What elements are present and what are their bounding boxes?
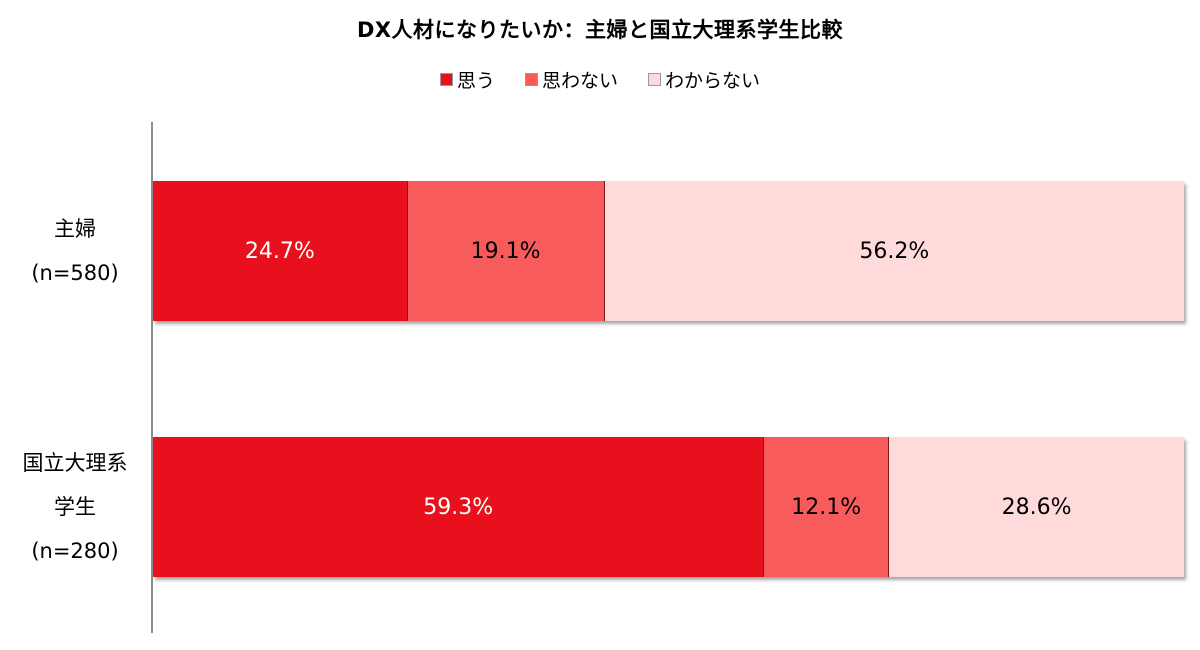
chart-title: DX人材になりたいか：主婦と国立大理系学生比較 [356, 18, 844, 42]
legend-label: わからない [665, 70, 761, 92]
bar-segment: 12.1% [764, 437, 890, 577]
category-label-line: (n=580) [31, 261, 119, 285]
bar-segment: 19.1% [407, 181, 605, 321]
legend-swatch [648, 73, 661, 86]
category-label-line: 国立大理系 [22, 451, 128, 475]
data-label: 56.2% [859, 238, 930, 264]
legend: 思う 思わない わからない [0, 66, 1200, 93]
bar-segment: 59.3% [153, 437, 765, 577]
legend-label: 思う [456, 70, 495, 92]
data-label: 12.1% [791, 494, 862, 520]
category-label-line: 学生 [54, 495, 96, 519]
stacked-bar: 59.3% 12.1% 28.6% [153, 437, 1184, 577]
legend-item: 思わない [524, 66, 618, 93]
data-label: 19.1% [470, 238, 541, 264]
legend-item: わからない [648, 66, 760, 93]
bar-segment: 56.2% [604, 181, 1184, 321]
legend-item: 思う [439, 66, 495, 93]
data-label: 24.7% [244, 238, 315, 264]
bar-segment: 28.6% [889, 437, 1184, 577]
category-label-line: (n=280) [31, 539, 119, 563]
data-label: 59.3% [423, 494, 494, 520]
category-label-line: 主婦 [54, 217, 96, 241]
category-label: 国立大理系学生 (n=280) [0, 441, 150, 573]
legend-label: 思わない [541, 70, 618, 92]
category-label: 主婦 (n=580) [0, 207, 150, 295]
legend-swatch [439, 73, 453, 86]
category-axis-line [151, 122, 153, 633]
stacked-bar: 24.7% 19.1% 56.2% [153, 181, 1184, 321]
plot-area: 24.7% 19.1% 56.2% 59.3% 12.1% 28.6% [153, 0, 1184, 650]
legend-swatch [524, 73, 538, 86]
bar-segment: 24.7% [153, 181, 408, 321]
data-label: 28.6% [1001, 494, 1072, 520]
